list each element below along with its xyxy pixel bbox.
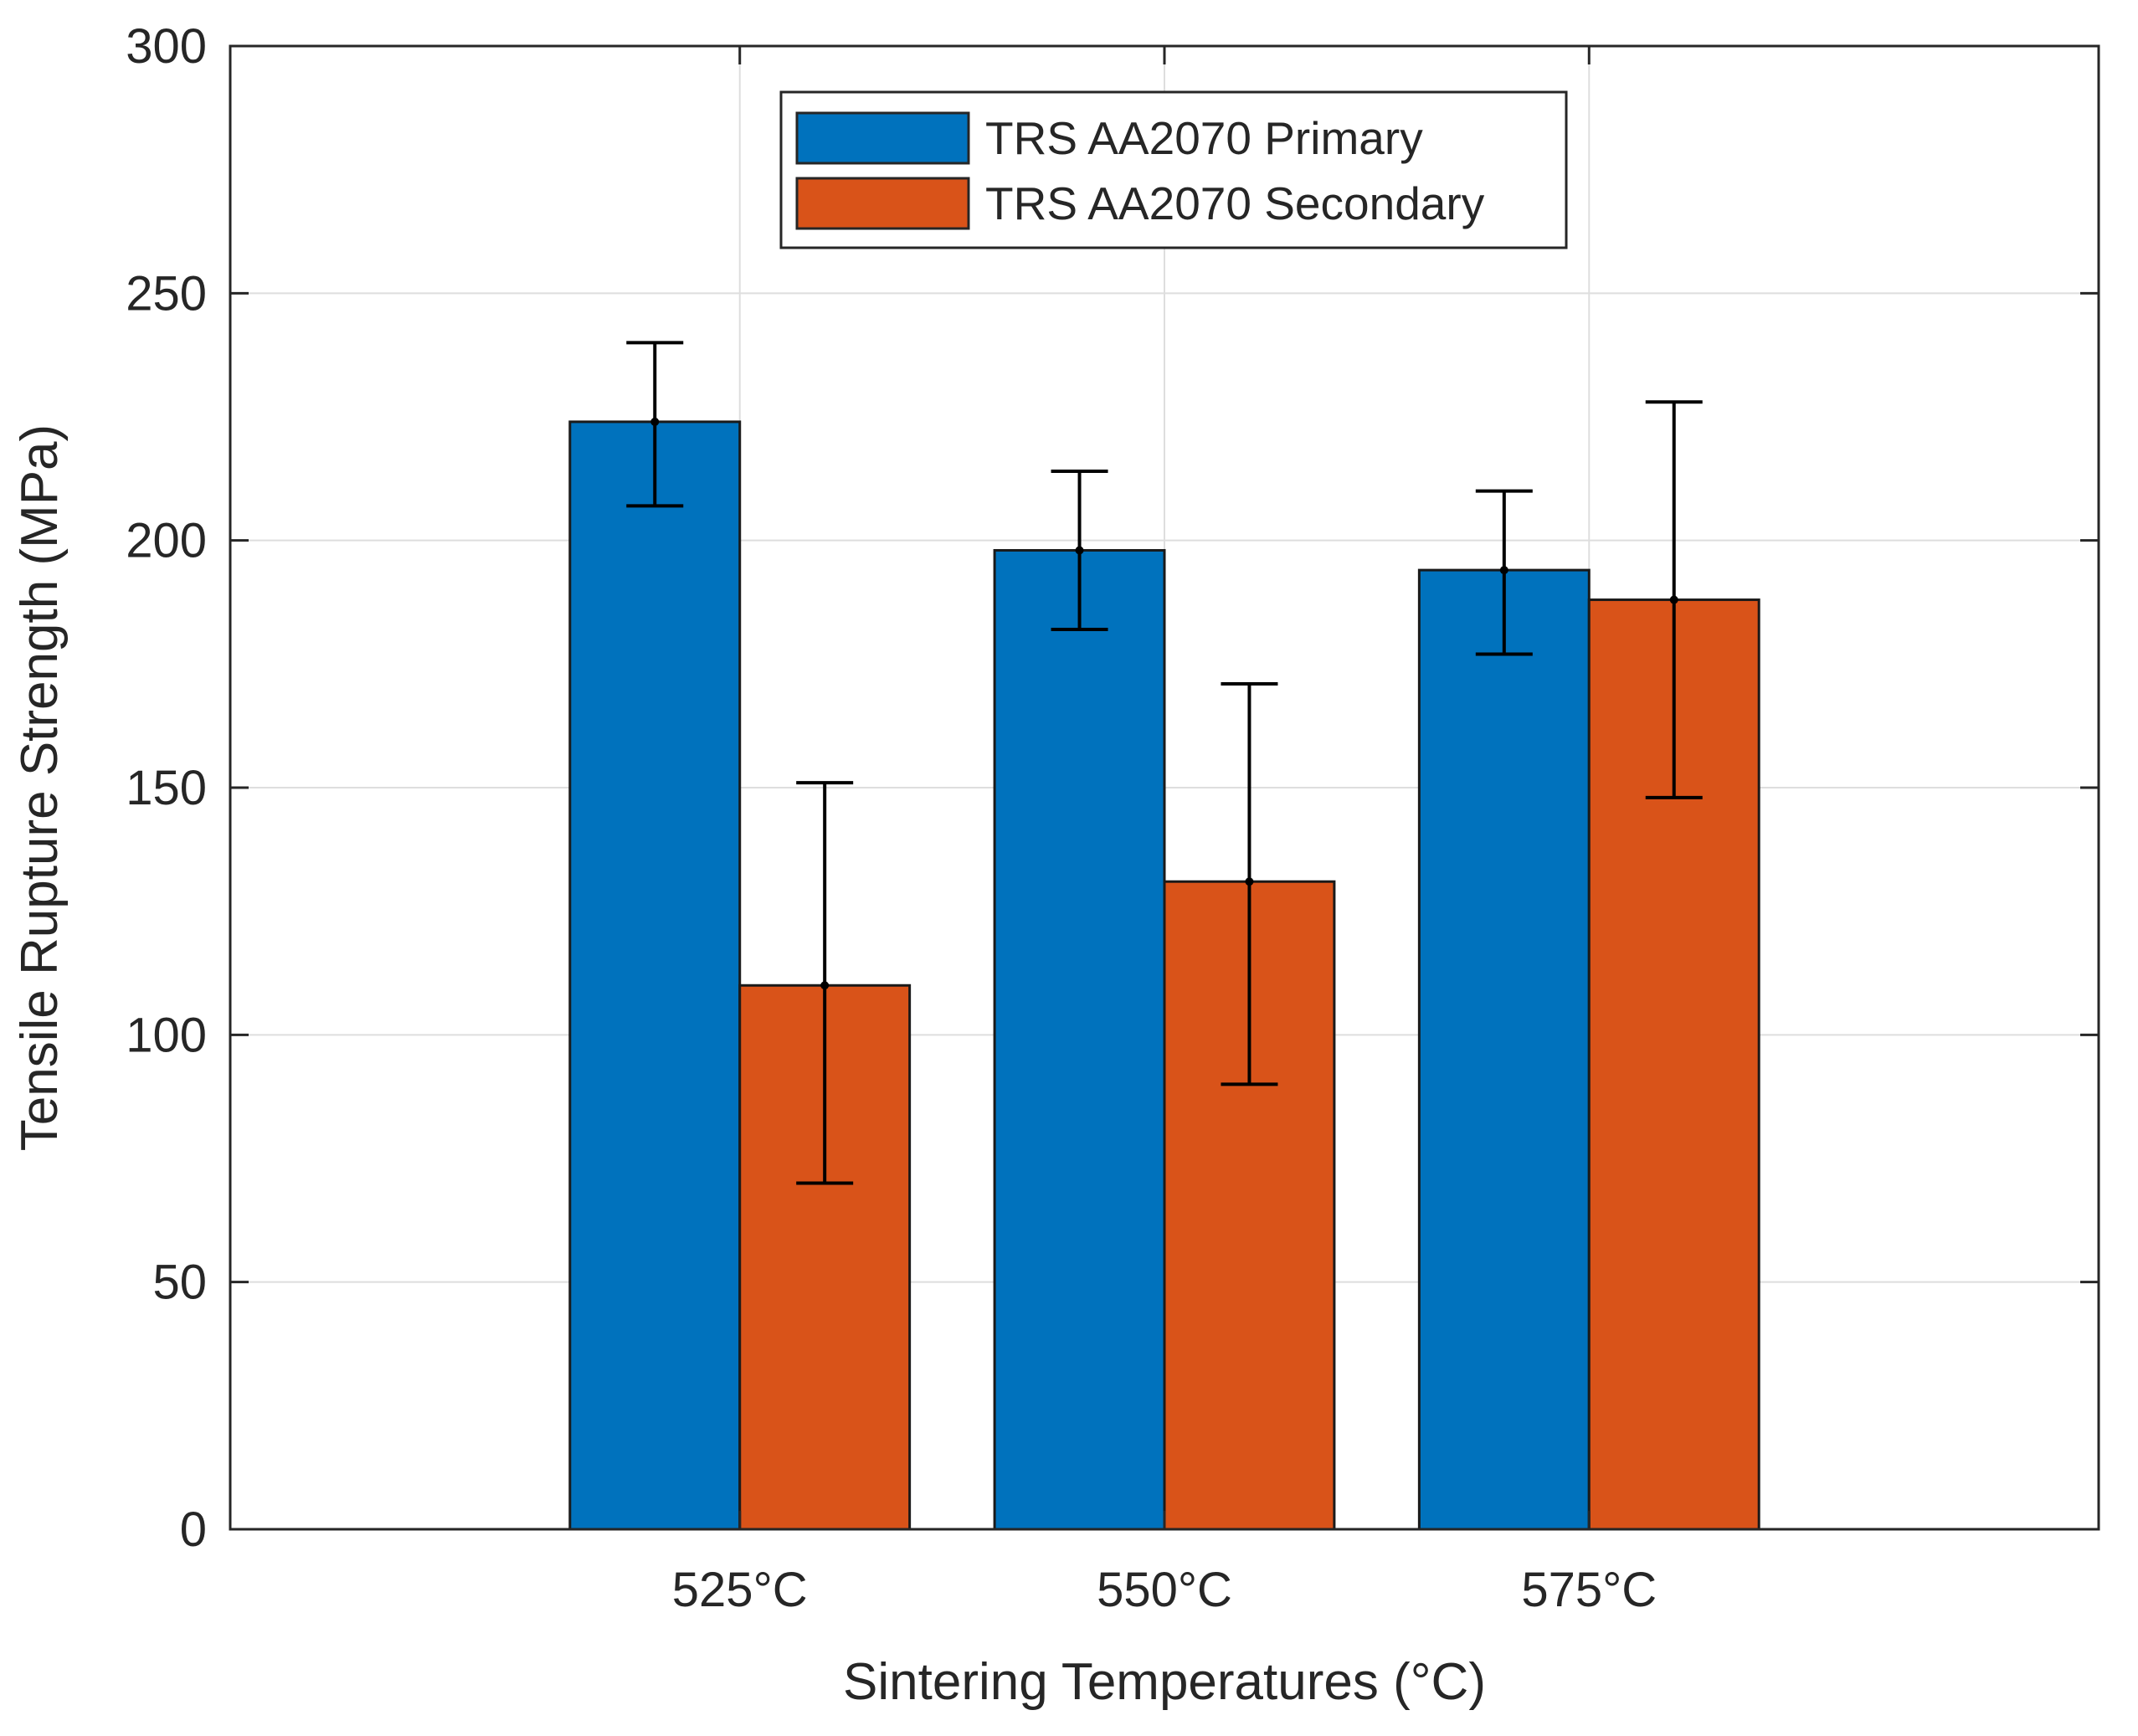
- y-tick-label: 200: [126, 514, 207, 568]
- y-tick-label: 300: [126, 19, 207, 74]
- x-tick-label: 575°C: [1521, 1563, 1657, 1617]
- legend-label-secondary: TRS AA2070 Secondary: [985, 177, 1485, 229]
- x-tick-label: 550°C: [1097, 1563, 1232, 1617]
- error-bar-center: [650, 417, 660, 426]
- y-tick-label: 50: [152, 1256, 207, 1310]
- y-tick-label: 250: [126, 266, 207, 321]
- y-axis-ticks: 0 50 100 150 200 250 300: [126, 19, 2099, 1557]
- legend-swatch-primary: [795, 111, 970, 165]
- x-tick-label: 525°C: [672, 1563, 808, 1617]
- error-bar-center: [1499, 566, 1508, 575]
- x-axis-ticks: 525°C 550°C 575°C: [672, 46, 1657, 1617]
- error-bar-center: [1669, 595, 1678, 604]
- error-bar-center: [820, 981, 830, 990]
- y-tick-label: 0: [180, 1502, 207, 1557]
- y-tick-label: 150: [126, 761, 207, 815]
- error-bar-center: [1075, 546, 1084, 555]
- error-bar-center: [1245, 877, 1254, 886]
- legend-label-primary: TRS AA2070 Primary: [985, 112, 1423, 164]
- legend-swatch-secondary: [795, 177, 970, 230]
- y-axis-label: Tensile Rupture Strength (MPa): [11, 424, 69, 1151]
- x-axis-label: Sintering Temperatures (°C): [843, 1653, 1486, 1711]
- bar-primary-0: [568, 420, 742, 1531]
- error-bars: [626, 341, 1703, 1185]
- y-tick-label: 100: [126, 1008, 207, 1062]
- bars: [568, 420, 1760, 1531]
- bar-primary-2: [1417, 568, 1591, 1531]
- legend: TRS AA2070 Primary TRS AA2070 Secondary: [779, 90, 1568, 249]
- bar-primary-1: [993, 548, 1166, 1531]
